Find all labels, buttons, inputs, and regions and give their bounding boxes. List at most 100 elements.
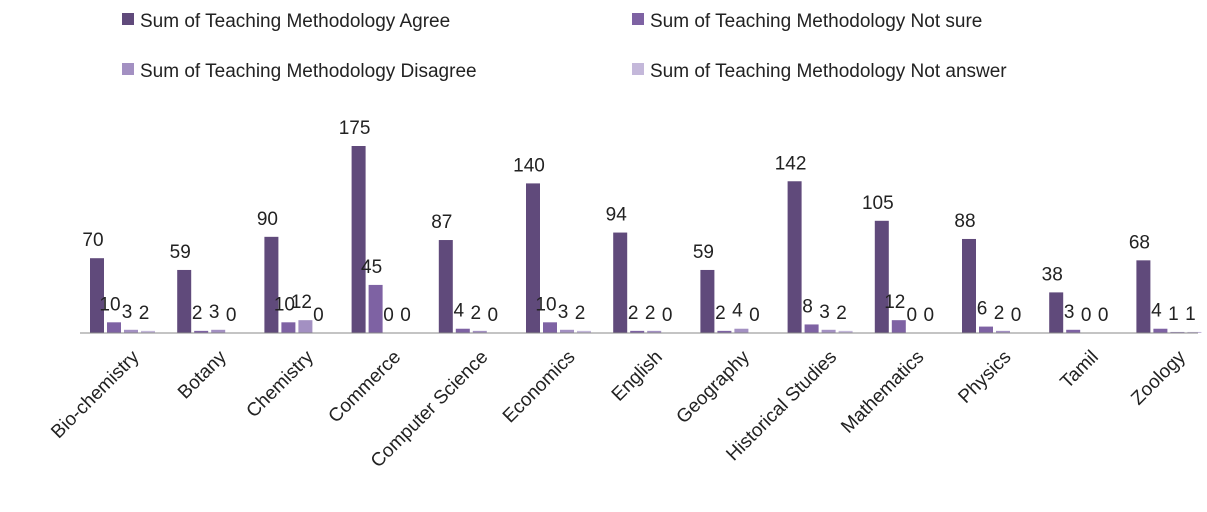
legend-label: Sum of Teaching Methodology Disagree <box>140 61 477 82</box>
data-label: 70 <box>82 230 103 251</box>
legend-label: Sum of Teaching Methodology Agree <box>140 11 450 32</box>
bar <box>351 146 366 333</box>
data-label: 8 <box>802 296 813 317</box>
bar <box>962 238 976 333</box>
data-label: 68 <box>1129 232 1150 253</box>
legend-swatch <box>122 63 134 75</box>
x-tick-label: Physics <box>954 347 1015 408</box>
bar <box>787 181 802 333</box>
data-label: 4 <box>1151 301 1162 322</box>
data-label: 140 <box>513 155 545 176</box>
data-label: 59 <box>693 242 714 263</box>
data-label: 90 <box>257 209 278 230</box>
x-tick-label: Commerce <box>325 347 406 428</box>
bar <box>630 330 645 333</box>
bar <box>560 329 574 333</box>
bar <box>891 320 906 333</box>
data-label: 3 <box>209 302 220 323</box>
data-label: 2 <box>994 303 1005 324</box>
bar <box>455 328 470 333</box>
data-label: 3 <box>1064 302 1075 323</box>
bar <box>874 220 889 333</box>
bar <box>613 232 628 333</box>
data-label: 6 <box>977 299 988 320</box>
bar <box>438 240 453 333</box>
data-label: 45 <box>361 257 382 278</box>
data-label: 3 <box>819 302 830 323</box>
legend-swatch <box>122 13 134 25</box>
data-label: 10 <box>274 294 295 315</box>
bar <box>368 284 383 333</box>
data-label: 0 <box>383 305 394 326</box>
bar <box>700 269 715 333</box>
bar <box>124 329 138 333</box>
data-label: 0 <box>400 305 411 326</box>
bar <box>1066 329 1081 333</box>
bar <box>194 330 209 333</box>
bar <box>141 330 155 333</box>
x-tick-label: Mathematics <box>837 347 928 438</box>
bar <box>734 328 749 333</box>
data-label: 2 <box>645 303 656 324</box>
data-label: 142 <box>775 153 807 174</box>
x-tick-label: Tamil <box>1057 347 1103 393</box>
x-tick-label: Zoology <box>1127 346 1190 409</box>
data-label: 0 <box>488 305 499 326</box>
data-label: 1 <box>1185 304 1196 325</box>
data-label: 2 <box>139 303 150 324</box>
bar <box>1136 260 1151 333</box>
x-tick-label: Bio-chemistry <box>47 346 144 443</box>
bar <box>1170 331 1185 333</box>
bar <box>996 330 1010 333</box>
data-label: 0 <box>226 305 237 326</box>
data-label: 1 <box>1168 304 1179 325</box>
data-label: 2 <box>575 303 586 324</box>
data-label: 0 <box>1011 305 1022 326</box>
data-label: 3 <box>122 302 133 323</box>
data-label: 3 <box>558 302 569 323</box>
x-tick-label: English <box>608 347 667 406</box>
bar <box>90 258 104 333</box>
data-label: 12 <box>291 292 312 313</box>
bar <box>177 269 192 333</box>
data-label: 12 <box>884 292 905 313</box>
data-label: 0 <box>662 305 673 326</box>
bar <box>821 329 836 333</box>
data-label: 59 <box>170 242 191 263</box>
data-label: 10 <box>535 294 556 315</box>
data-label: 38 <box>1042 264 1063 285</box>
x-tick-label: Economics <box>499 347 580 428</box>
legend-label: Sum of Teaching Methodology Not answer <box>650 61 1007 82</box>
bar <box>804 324 819 333</box>
legend-label: Sum of Teaching Methodology Not sure <box>650 11 982 32</box>
data-label: 2 <box>628 303 639 324</box>
bar <box>211 329 226 333</box>
data-label: 2 <box>192 303 203 324</box>
data-label: 105 <box>862 193 894 214</box>
bar <box>577 330 591 333</box>
legend-swatch <box>632 13 644 25</box>
bar <box>717 330 732 333</box>
data-label: 0 <box>907 305 918 326</box>
bar <box>979 326 993 333</box>
data-label: 0 <box>924 305 935 326</box>
data-label: 175 <box>339 118 371 139</box>
bar <box>526 183 540 333</box>
data-label: 10 <box>99 294 120 315</box>
x-tick-label: Chemistry <box>243 346 319 422</box>
legend-swatch <box>632 63 644 75</box>
bar <box>647 330 662 333</box>
bar <box>298 320 313 333</box>
data-label: 0 <box>749 305 760 326</box>
bar <box>472 330 487 333</box>
bar <box>1187 331 1202 333</box>
data-label: 88 <box>954 211 975 232</box>
bar <box>1153 328 1168 333</box>
data-label: 94 <box>606 205 628 226</box>
x-tick-label: Botany <box>174 346 231 403</box>
bar <box>543 322 557 333</box>
data-label: 0 <box>1081 305 1092 326</box>
data-label: 2 <box>715 303 726 324</box>
data-label: 0 <box>313 305 324 326</box>
